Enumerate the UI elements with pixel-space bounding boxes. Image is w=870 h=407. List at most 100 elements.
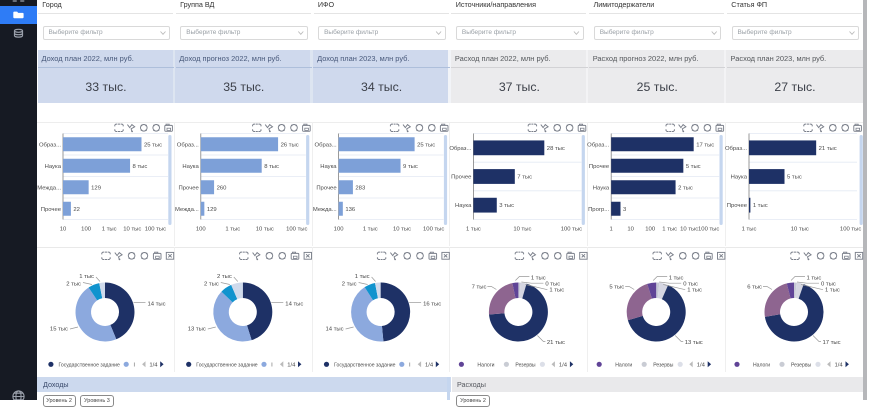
svg-text:0 тыс: 0 тыс [821,282,836,288]
svg-text:Образ...: Образ... [177,142,199,148]
svg-text:14 тыс: 14 тыс [285,302,303,308]
svg-text:1 тыс: 1 тыс [687,288,702,294]
svg-text:100: 100 [81,227,92,233]
svg-text:17 тыс: 17 тыс [696,142,714,148]
svg-text:1 тыс: 1 тыс [531,276,546,282]
svg-text:1 тыс: 1 тыс [466,227,481,233]
svg-text:6 тыс: 6 тыс [747,285,762,291]
svg-text:100: 100 [645,227,656,233]
svg-text:Наука: Наука [593,185,610,191]
svg-text:260: 260 [217,185,228,191]
svg-text:3 тыс: 3 тыс [499,203,514,209]
svg-text:5 тыс: 5 тыс [609,285,624,291]
svg-text:1 тыс: 1 тыс [79,274,94,280]
svg-text:2 тыс: 2 тыс [204,281,219,287]
svg-text:0 тыс: 0 тыс [545,282,560,288]
svg-text:25 тыс: 25 тыс [417,142,435,148]
svg-text:Наука: Наука [455,203,472,209]
svg-text:Налоги: Налоги [615,362,632,368]
svg-text:100 тыс: 100 тыс [561,227,582,233]
svg-text:10: 10 [627,227,634,233]
svg-text:22: 22 [73,207,80,213]
svg-text:100: 100 [334,227,345,233]
svg-text:1/4: 1/4 [697,363,706,369]
svg-text:10 тыс: 10 тыс [256,227,274,233]
svg-text:Образ...: Образ... [725,146,747,152]
svg-text:1 тыс: 1 тыс [742,227,757,233]
svg-text:1: 1 [610,227,613,233]
svg-text:16 тыс: 16 тыс [423,302,441,308]
svg-text:Резервы: Резервы [515,362,536,368]
svg-text:13 тыс: 13 тыс [188,327,206,333]
svg-text:100 тыс: 100 тыс [698,227,719,233]
svg-text:21 тыс: 21 тыс [547,340,565,346]
svg-text:100 тыс: 100 тыс [286,227,307,233]
svg-text:1/4: 1/4 [149,363,158,369]
svg-text:Прогр...: Прогр... [588,207,609,213]
svg-text:2 тыс: 2 тыс [678,185,693,191]
svg-text:Наука: Наука [45,164,62,170]
svg-text:10 тыс: 10 тыс [680,227,698,233]
svg-text:1 тыс: 1 тыс [825,288,840,294]
svg-text:25 тыс: 25 тыс [144,142,162,148]
svg-text:8 тыс: 8 тыс [133,164,148,170]
svg-text:Государственное задание: Государственное задание [196,362,258,368]
svg-text:Образ...: Образ... [315,142,337,148]
svg-text:Образ...: Образ... [449,146,471,152]
svg-text:2 тыс: 2 тыс [342,281,357,287]
svg-text:2 тыс: 2 тыс [217,274,232,280]
svg-text:14 тыс: 14 тыс [326,327,344,333]
svg-text:10 тыс: 10 тыс [513,227,531,233]
svg-text:10 тыс: 10 тыс [123,227,141,233]
svg-text:9 тыс: 9 тыс [403,164,418,170]
svg-text:100 тыс: 100 тыс [840,227,861,233]
svg-text:Прочее: Прочее [41,207,62,213]
svg-text:Прочее: Прочее [589,164,610,170]
svg-text:1 тыс: 1 тыс [363,227,378,233]
svg-text:Наука: Наука [731,175,748,181]
svg-text:13 тыс: 13 тыс [685,340,703,346]
svg-text:10: 10 [60,227,67,233]
svg-text:Налоги: Налоги [477,362,494,368]
svg-text:1 тыс: 1 тыс [662,227,677,233]
svg-text:129: 129 [207,207,217,213]
svg-text:1 тыс: 1 тыс [669,276,684,282]
svg-text:Межда...: Межда... [37,185,61,191]
svg-text:136: 136 [345,207,356,213]
svg-text:3: 3 [623,207,627,213]
svg-text:10 тыс: 10 тыс [393,227,411,233]
svg-text:2 тыс: 2 тыс [66,281,81,287]
svg-text:Государственное задание: Государственное задание [59,362,121,368]
svg-text:Наука: Наука [182,164,199,170]
svg-text:283: 283 [355,185,366,191]
svg-text:Межда...: Межда... [175,207,199,213]
svg-text:Наука: Наука [320,164,337,170]
svg-text:28 тыс: 28 тыс [547,146,565,152]
svg-text:100 тыс: 100 тыс [423,227,444,233]
svg-text:I: I [271,362,272,368]
svg-text:100 тыс: 100 тыс [145,227,166,233]
svg-text:26 тыс: 26 тыс [281,142,299,148]
svg-text:1 тыс: 1 тыс [753,203,768,209]
svg-text:1/4: 1/4 [425,363,434,369]
svg-text:14 тыс: 14 тыс [148,302,166,308]
svg-text:1 тыс: 1 тыс [225,227,240,233]
svg-text:Прочее: Прочее [316,185,337,191]
svg-text:Прочее: Прочее [727,203,748,209]
svg-text:Резервы: Резервы [791,362,812,368]
svg-text:Образ...: Образ... [587,142,609,148]
svg-text:21 тыс: 21 тыс [819,146,837,152]
svg-text:100: 100 [196,227,207,233]
svg-text:Прочее: Прочее [451,175,472,181]
svg-text:15 тыс: 15 тыс [50,327,68,333]
svg-text:17 тыс: 17 тыс [823,340,841,346]
svg-text:129: 129 [91,185,101,191]
svg-text:5 тыс: 5 тыс [787,175,802,181]
svg-text:1/4: 1/4 [835,363,844,369]
svg-text:I: I [134,362,135,368]
svg-text:I: I [409,362,410,368]
svg-text:7 тыс: 7 тыс [472,285,487,291]
svg-text:Межда...: Межда... [313,207,337,213]
svg-text:1/4: 1/4 [559,363,568,369]
svg-text:Государственное задание: Государственное задание [334,362,396,368]
